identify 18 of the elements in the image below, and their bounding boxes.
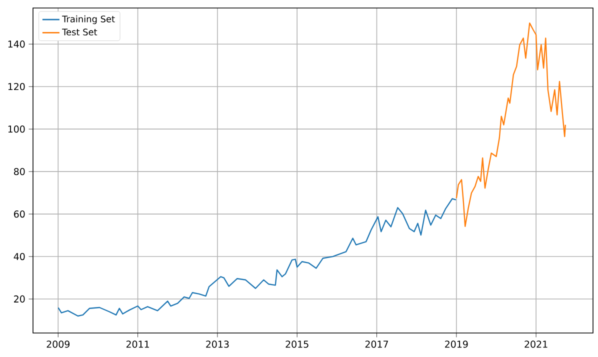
x-tick-label: 2009 bbox=[46, 340, 70, 348]
legend-label: Test Set bbox=[62, 28, 98, 36]
y-tick-label: 80 bbox=[14, 168, 25, 176]
x-tick-label: 2021 bbox=[524, 340, 548, 348]
x-tick-label: 2013 bbox=[206, 340, 229, 348]
y-tick-label: 140 bbox=[8, 40, 25, 48]
y-tick-label: 40 bbox=[14, 252, 25, 260]
legend-label: Training Set bbox=[62, 15, 115, 24]
y-tick-label: 120 bbox=[8, 83, 25, 90]
x-tick-label: 2017 bbox=[365, 340, 388, 348]
x-tick-label: 2015 bbox=[286, 340, 308, 348]
line-series bbox=[58, 198, 457, 317]
y-tick-label: 20 bbox=[14, 295, 25, 303]
x-tick-label: 2019 bbox=[445, 340, 468, 348]
x-tick-label: 2011 bbox=[126, 340, 149, 348]
y-tick-label: 100 bbox=[8, 125, 25, 133]
y-tick-label: 60 bbox=[14, 210, 25, 218]
line-series bbox=[456, 22, 566, 227]
